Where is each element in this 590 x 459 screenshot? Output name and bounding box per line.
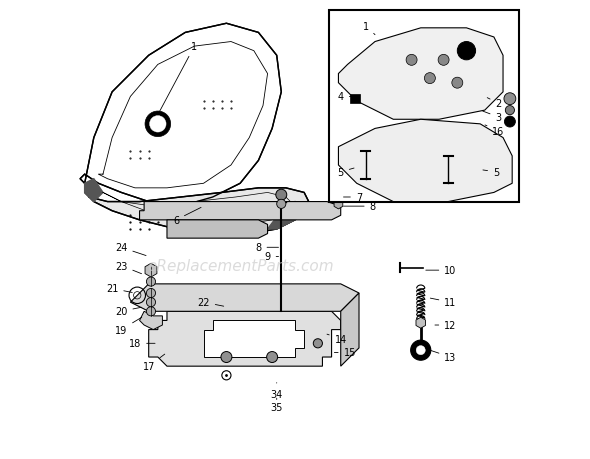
Polygon shape <box>130 284 359 312</box>
Circle shape <box>146 307 156 316</box>
Text: 10: 10 <box>426 266 457 275</box>
Polygon shape <box>339 120 512 202</box>
Text: 15: 15 <box>335 348 356 358</box>
Circle shape <box>277 200 286 209</box>
Circle shape <box>505 106 514 116</box>
Polygon shape <box>204 321 304 357</box>
Text: 7: 7 <box>343 193 362 202</box>
Text: 16: 16 <box>485 126 504 136</box>
Text: 35: 35 <box>271 398 283 413</box>
Text: 23: 23 <box>115 261 142 274</box>
Circle shape <box>146 277 156 286</box>
Text: 14: 14 <box>327 334 347 344</box>
Text: 8: 8 <box>343 202 376 212</box>
Polygon shape <box>85 179 103 202</box>
Text: 5: 5 <box>483 168 499 178</box>
Text: 34: 34 <box>271 383 283 399</box>
Circle shape <box>276 190 287 201</box>
Text: 19: 19 <box>115 318 142 335</box>
Polygon shape <box>149 312 340 366</box>
Text: 18: 18 <box>129 339 155 348</box>
Polygon shape <box>268 202 304 230</box>
Text: 21: 21 <box>106 284 132 294</box>
Text: 1: 1 <box>159 42 198 113</box>
Text: 6: 6 <box>173 208 201 225</box>
Polygon shape <box>85 184 309 234</box>
Polygon shape <box>339 29 503 120</box>
Circle shape <box>457 42 476 61</box>
Polygon shape <box>340 293 359 366</box>
Bar <box>350 95 360 104</box>
Text: 3: 3 <box>483 112 501 123</box>
FancyBboxPatch shape <box>329 11 519 202</box>
Text: 13: 13 <box>425 349 457 362</box>
Polygon shape <box>167 220 268 239</box>
Text: 22: 22 <box>197 297 224 308</box>
Circle shape <box>221 352 232 363</box>
Circle shape <box>504 94 516 106</box>
Circle shape <box>452 78 463 89</box>
Text: 8: 8 <box>255 243 278 253</box>
Circle shape <box>406 55 417 66</box>
Circle shape <box>267 352 278 363</box>
Polygon shape <box>140 202 340 220</box>
Text: 17: 17 <box>143 354 165 371</box>
Text: 9: 9 <box>264 252 278 262</box>
Circle shape <box>146 298 156 307</box>
Circle shape <box>438 55 449 66</box>
Circle shape <box>416 346 425 355</box>
Text: 12: 12 <box>435 320 457 330</box>
Text: eReplacementParts.com: eReplacementParts.com <box>147 258 333 274</box>
Text: 11: 11 <box>430 297 457 308</box>
Circle shape <box>150 116 166 133</box>
Text: 24: 24 <box>115 243 146 256</box>
Polygon shape <box>140 312 162 330</box>
Polygon shape <box>80 24 281 207</box>
Circle shape <box>146 289 156 298</box>
Circle shape <box>424 73 435 84</box>
Text: 5: 5 <box>337 168 354 178</box>
Text: 1: 1 <box>363 22 375 36</box>
Text: 20: 20 <box>115 307 142 317</box>
Circle shape <box>145 112 171 137</box>
Circle shape <box>333 190 344 201</box>
Text: 4: 4 <box>337 92 354 102</box>
Circle shape <box>313 339 322 348</box>
Circle shape <box>411 341 431 360</box>
Text: 2: 2 <box>487 98 502 109</box>
Circle shape <box>504 117 516 128</box>
